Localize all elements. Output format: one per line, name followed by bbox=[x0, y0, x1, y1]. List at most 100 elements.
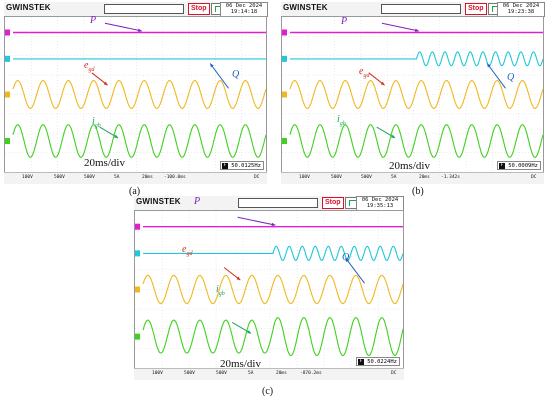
frequency-box: F 50.0009Hz bbox=[497, 161, 541, 170]
channel-marker-i_gb bbox=[282, 138, 287, 144]
arrow-i-head bbox=[114, 134, 119, 138]
scope-screen bbox=[134, 210, 404, 369]
arrow-P-head bbox=[137, 28, 142, 32]
waveform-plot bbox=[135, 211, 403, 368]
label-P: P bbox=[194, 196, 201, 207]
scope-footer: 100V 500V 500V 5A 20ms -100.0ms DC F 50.… bbox=[4, 161, 267, 184]
arrow-P bbox=[104, 22, 142, 32]
arrow-i bbox=[231, 322, 252, 334]
arrow-Q bbox=[209, 63, 229, 89]
frequency-icon: F bbox=[499, 163, 505, 169]
trace-e_gd bbox=[289, 80, 543, 109]
time-per-div-label: 20ms/div bbox=[389, 160, 430, 172]
ch1-scale: 100V bbox=[299, 175, 310, 180]
arrow-P bbox=[237, 216, 276, 226]
timebase: 20ms bbox=[276, 371, 287, 376]
channel-marker-e_gd bbox=[282, 91, 287, 98]
trace-i_gb bbox=[289, 124, 543, 158]
channel-marker-P bbox=[5, 29, 10, 36]
channel-marker-P bbox=[282, 29, 287, 36]
channel-marker-i_gb bbox=[5, 138, 10, 144]
arrow-e-head bbox=[236, 276, 241, 281]
channel-marker-i_gb bbox=[135, 333, 140, 340]
frequency-icon: F bbox=[358, 359, 364, 365]
scope-screen bbox=[281, 16, 544, 173]
time-per-div-label: 20ms/div bbox=[84, 157, 125, 169]
trace-Q bbox=[143, 245, 403, 262]
arrow-Q-head bbox=[487, 63, 491, 68]
time-per-div-label: 20ms/div bbox=[220, 358, 261, 370]
label-i-gb: igb bbox=[216, 284, 225, 297]
trigger-position-bar bbox=[104, 4, 184, 14]
arrow-e-head bbox=[380, 81, 385, 86]
trace-e_gd bbox=[142, 274, 403, 305]
datetime-box: 06 Dec 2024 19:23:38 bbox=[497, 2, 545, 17]
horizontal-position: -1.342s bbox=[441, 175, 460, 180]
waveform-plot bbox=[5, 17, 266, 172]
waveform-plot bbox=[282, 17, 543, 172]
frequency-box: F 50.0125Hz bbox=[220, 161, 264, 170]
stop-status: Stop bbox=[188, 3, 210, 15]
trace-e_gd bbox=[12, 80, 266, 109]
channel-marker-Q bbox=[5, 55, 10, 62]
scope-footer: 100V 500V 500V 5A 20ms -1.342s DC F 50.0… bbox=[281, 161, 544, 184]
time-text: 19:35:13 bbox=[366, 203, 394, 209]
datetime-box: 06 Dec 2024 19:14:18 bbox=[220, 2, 268, 17]
scope-header: GWINSTEK Stop 06 Dec 2024 19:35:13 bbox=[134, 196, 404, 211]
scope-footer: 100V 500V 500V 5A 20ms -870.2ms DC F 50.… bbox=[134, 357, 404, 380]
date-text: 06 Dec 2024 bbox=[502, 3, 540, 9]
ch2-scale: 500V bbox=[54, 175, 65, 180]
label-i-gb: igb bbox=[337, 114, 346, 127]
label-Q: Q bbox=[342, 252, 350, 263]
date-text: 06 Dec 2024 bbox=[225, 3, 263, 9]
timebase: 20ms bbox=[142, 175, 153, 180]
scope-header: GWINSTEK Stop 06 Dec 2024 19:14:18 bbox=[4, 2, 268, 17]
datetime-box: 06 Dec 2024 19:35:13 bbox=[356, 196, 404, 211]
frequency-value: 50.0009Hz bbox=[508, 163, 538, 169]
frequency-box: F 50.0224Hz bbox=[356, 357, 400, 366]
horizontal-position: -100.0ms bbox=[164, 175, 186, 180]
scope-header: GWINSTEK Stop 06 Dec 2024 19:23:38 bbox=[281, 2, 545, 17]
arrow-i-head bbox=[391, 134, 396, 138]
arrow-P bbox=[381, 22, 419, 32]
label-P: P bbox=[341, 16, 348, 27]
channel-marker-Q bbox=[135, 250, 140, 257]
date-text: 06 Dec 2024 bbox=[361, 197, 399, 203]
caption-c: (c) bbox=[262, 386, 274, 397]
ch3-scale: 500V bbox=[361, 175, 372, 180]
trace-i_gb bbox=[12, 124, 266, 158]
scope-panel-a: GWINSTEK Stop 06 Dec 2024 19:14:18 100V … bbox=[4, 2, 268, 184]
ch2-scale: 500V bbox=[331, 175, 342, 180]
channel-marker-e_gd bbox=[5, 91, 10, 98]
stop-status: Stop bbox=[322, 197, 344, 209]
arrow-e-head bbox=[103, 81, 108, 86]
channel-marker-e_gd bbox=[135, 286, 140, 293]
time-text: 19:23:38 bbox=[507, 9, 535, 15]
ch4-scale: 5A bbox=[248, 371, 254, 376]
arrow-i-head bbox=[247, 330, 252, 334]
ch3-scale: 500V bbox=[216, 371, 227, 376]
label-P: P bbox=[90, 15, 97, 26]
ch1-scale: 100V bbox=[22, 175, 33, 180]
timebase: 20ms bbox=[419, 175, 430, 180]
label-i-gb: igb bbox=[92, 116, 101, 129]
caption-a: (a) bbox=[129, 186, 141, 197]
arrow-Q bbox=[486, 63, 506, 89]
label-Q: Q bbox=[507, 72, 515, 83]
ch2-scale: 500V bbox=[184, 371, 195, 376]
ch1-scale: 100V bbox=[152, 371, 163, 376]
scope-panel-b: GWINSTEK Stop 06 Dec 2024 19:23:38 100V … bbox=[281, 2, 545, 184]
trigger-position-bar bbox=[381, 4, 461, 14]
coupling: DC bbox=[391, 371, 397, 376]
brand-logo: GWINSTEK bbox=[6, 3, 51, 12]
trigger-position-bar bbox=[238, 198, 318, 208]
trace-i_gb bbox=[142, 317, 403, 357]
horizontal-position: -870.2ms bbox=[300, 371, 322, 376]
label-e-gd: egd bbox=[84, 60, 95, 73]
label-e-gd: egd bbox=[182, 244, 193, 257]
frequency-icon: F bbox=[222, 163, 228, 169]
time-text: 19:14:18 bbox=[230, 9, 258, 15]
scope-screen bbox=[4, 16, 267, 173]
arrow-Q-head bbox=[210, 63, 214, 68]
ch4-scale: 5A bbox=[114, 175, 120, 180]
